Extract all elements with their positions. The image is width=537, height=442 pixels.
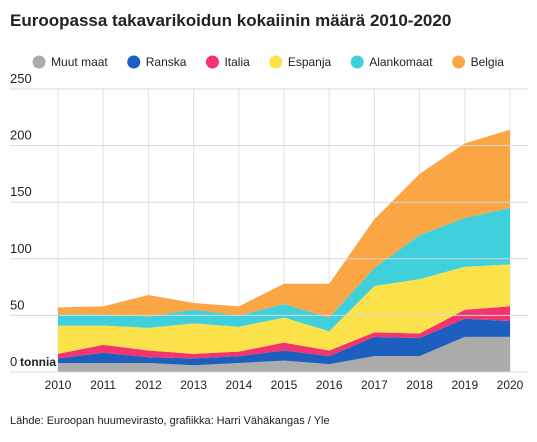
x-tick-label: 2014 xyxy=(225,378,252,392)
x-tick-label: 2011 xyxy=(90,378,116,392)
x-tick-label: 2018 xyxy=(406,378,433,392)
x-tick-label: 2017 xyxy=(361,378,388,392)
x-tick-label: 2013 xyxy=(180,378,207,392)
legend-swatch xyxy=(205,55,219,69)
legend-swatch xyxy=(127,55,141,69)
x-tick-label: 2020 xyxy=(497,378,524,392)
areas xyxy=(58,129,510,372)
x-tick-label: 2016 xyxy=(316,378,343,392)
legend-swatch xyxy=(350,55,364,69)
legend: Muut maat Ranska Italia Espanja Alankomaat Be… xyxy=(32,55,505,69)
area xyxy=(58,306,510,359)
y-axis-label: tonnia xyxy=(20,355,56,369)
x-tick-label: 2015 xyxy=(271,378,298,392)
legend-label: Espanja xyxy=(288,55,332,69)
chart-title: Euroopassa takavarikoidun kokaiinin määr… xyxy=(10,11,451,30)
x-tick-label: 2019 xyxy=(451,378,478,392)
area xyxy=(58,207,510,332)
source: Lähde: Euroopan huumevirasto, grafiikka:… xyxy=(10,415,330,427)
area xyxy=(58,264,510,354)
y-tick-label: 50 xyxy=(10,297,24,312)
legend-label: Muut maat xyxy=(51,55,108,69)
legend-label: Alankomaat xyxy=(369,55,433,69)
x-tick-label: 2010 xyxy=(45,378,72,392)
x-tick-label: 2012 xyxy=(135,378,162,392)
legend-swatch xyxy=(269,55,283,69)
y-tick-label: 0 xyxy=(10,354,17,369)
y-tick-label: 100 xyxy=(10,241,32,256)
legend-label: Ranska xyxy=(146,55,187,69)
legend-label: Belgia xyxy=(471,55,505,69)
area xyxy=(58,129,510,318)
y-tick-label: 150 xyxy=(10,184,32,199)
legend-swatch xyxy=(452,55,466,69)
legend-swatch xyxy=(32,55,46,69)
legend-label: Italia xyxy=(224,55,250,69)
y-tick-label: 250 xyxy=(10,71,32,86)
area xyxy=(58,336,510,372)
y-tick-label: 200 xyxy=(10,128,32,143)
area xyxy=(58,318,510,366)
